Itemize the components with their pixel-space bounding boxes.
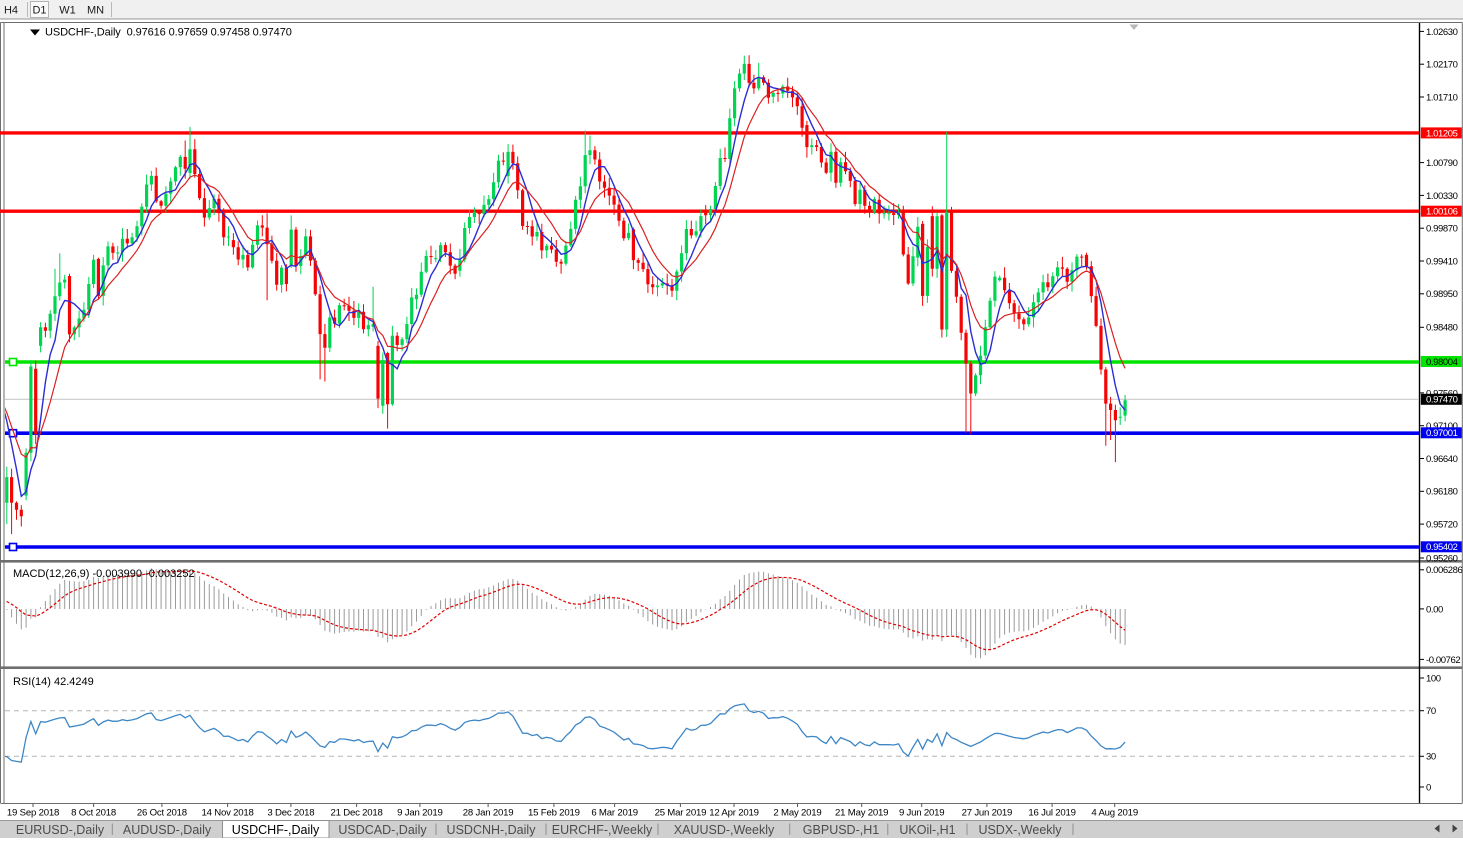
svg-text:0.95720: 0.95720 (1426, 520, 1458, 531)
svg-text:EURUSD-,Daily: EURUSD-,Daily (16, 823, 105, 837)
svg-text:0.006286: 0.006286 (1426, 565, 1463, 576)
svg-text:30: 30 (1426, 752, 1436, 763)
svg-text:1.02170: 1.02170 (1426, 60, 1458, 71)
svg-text:AUDUSD-,Daily: AUDUSD-,Daily (123, 823, 212, 837)
svg-text:EURCHF-,Weekly: EURCHF-,Weekly (552, 823, 653, 837)
svg-text:0: 0 (1426, 782, 1431, 793)
svg-text:9 Jan 2019: 9 Jan 2019 (397, 808, 442, 819)
svg-text:0.96180: 0.96180 (1426, 487, 1458, 498)
svg-text:21 May 2019: 21 May 2019 (835, 808, 888, 819)
svg-text:USDCAD-,Daily: USDCAD-,Daily (338, 823, 427, 837)
svg-text:MN: MN (87, 5, 104, 17)
svg-text:1.00106: 1.00106 (1426, 207, 1458, 218)
svg-text:0.98950: 0.98950 (1426, 289, 1458, 300)
svg-text:26 Oct 2018: 26 Oct 2018 (137, 808, 187, 819)
svg-text:0.96640: 0.96640 (1426, 454, 1458, 465)
svg-text:1.00790: 1.00790 (1426, 158, 1458, 169)
svg-text:USDCNH-,Daily: USDCNH-,Daily (447, 823, 537, 837)
svg-text:25 Mar 2019: 25 Mar 2019 (655, 808, 707, 819)
svg-text:15 Feb 2019: 15 Feb 2019 (528, 808, 580, 819)
svg-text:2 May 2019: 2 May 2019 (773, 808, 821, 819)
svg-text:USDX-,Weekly: USDX-,Weekly (978, 823, 1062, 837)
svg-text:0.95402: 0.95402 (1426, 542, 1458, 553)
svg-text:0.00: 0.00 (1426, 604, 1443, 615)
svg-text:16 Jul 2019: 16 Jul 2019 (1028, 808, 1075, 819)
svg-text:3 Dec 2018: 3 Dec 2018 (267, 808, 314, 819)
svg-text:UKOil-,H1: UKOil-,H1 (899, 823, 955, 837)
svg-text:1.01710: 1.01710 (1426, 92, 1458, 103)
svg-text:H4: H4 (4, 5, 18, 17)
svg-text:USDCHF-,Daily: USDCHF-,Daily (232, 823, 320, 837)
svg-text:0.95260: 0.95260 (1426, 553, 1458, 564)
svg-text:D1: D1 (32, 5, 46, 17)
svg-text:9 Jun 2019: 9 Jun 2019 (899, 808, 944, 819)
svg-text:4 Aug 2019: 4 Aug 2019 (1091, 808, 1138, 819)
svg-text:100: 100 (1426, 673, 1441, 684)
svg-text:0.97100: 0.97100 (1426, 421, 1458, 432)
svg-text:1.02630: 1.02630 (1426, 27, 1458, 38)
svg-text:0.97001: 0.97001 (1426, 428, 1458, 439)
svg-text:0.99870: 0.99870 (1426, 224, 1458, 235)
svg-text:0.97470: 0.97470 (1426, 395, 1458, 406)
svg-text:6 Mar 2019: 6 Mar 2019 (591, 808, 638, 819)
svg-text:-0.00762: -0.00762 (1426, 655, 1460, 666)
svg-text:8 Oct 2018: 8 Oct 2018 (71, 808, 116, 819)
svg-text:1.01205: 1.01205 (1426, 128, 1458, 139)
svg-text:XAUUSD-,Weekly: XAUUSD-,Weekly (674, 823, 775, 837)
svg-text:12 Apr 2019: 12 Apr 2019 (709, 808, 759, 819)
svg-text:14 Nov 2018: 14 Nov 2018 (201, 808, 253, 819)
svg-text:28 Jan 2019: 28 Jan 2019 (463, 808, 514, 819)
svg-text:USDCHF-,Daily 0.97616 0.97659: USDCHF-,Daily 0.97616 0.97659 0.97458 0.… (45, 27, 292, 39)
svg-text:0.98480: 0.98480 (1426, 323, 1458, 334)
svg-text:0.98004: 0.98004 (1426, 357, 1458, 368)
svg-text:1.00330: 1.00330 (1426, 191, 1458, 202)
svg-text:MACD(12,26,9) -0.003990 -0.003: MACD(12,26,9) -0.003990 -0.003252 (13, 568, 195, 580)
svg-text:0.99410: 0.99410 (1426, 256, 1458, 267)
svg-text:RSI(14) 42.4249: RSI(14) 42.4249 (13, 676, 94, 688)
svg-text:70: 70 (1426, 706, 1436, 717)
svg-text:GBPUSD-,H1: GBPUSD-,H1 (803, 823, 879, 837)
svg-text:21 Dec 2018: 21 Dec 2018 (330, 808, 382, 819)
svg-text:W1: W1 (59, 5, 76, 17)
svg-text:19 Sep 2018: 19 Sep 2018 (7, 808, 59, 819)
svg-text:27 Jun 2019: 27 Jun 2019 (962, 808, 1013, 819)
